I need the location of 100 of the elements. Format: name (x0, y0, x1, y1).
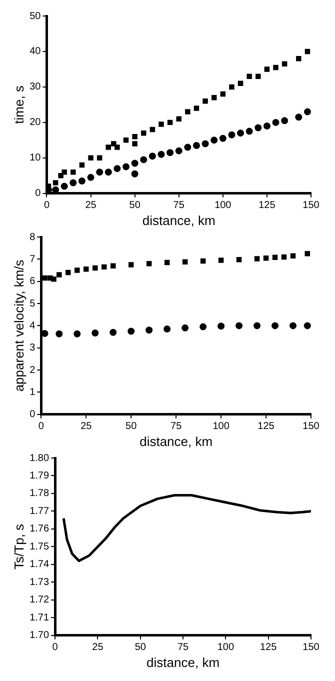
y-tick-label: 1.76 (30, 524, 50, 535)
point (110, 328, 117, 336)
point (56, 272, 62, 278)
point (236, 322, 243, 330)
point (146, 326, 153, 334)
point (128, 262, 134, 268)
point (202, 140, 209, 148)
x-tick-label: 75 (173, 200, 185, 212)
point (254, 256, 260, 262)
x-tick-label: 100 (212, 421, 230, 432)
point (238, 80, 244, 86)
point (111, 141, 116, 146)
y-tick-label: 30 (30, 82, 42, 93)
point (295, 114, 302, 121)
x-tick-label: 75 (177, 642, 190, 654)
point (304, 322, 311, 330)
point (264, 66, 270, 72)
y-tick-label: 50 (30, 10, 42, 22)
y-tick-label: 4 (30, 320, 36, 332)
y-tick-label: 1.72 (30, 594, 50, 606)
point (132, 141, 138, 146)
point (263, 255, 269, 261)
x-tick-label: 150 (302, 642, 320, 654)
x-tick-label: 125 (260, 642, 278, 654)
point (166, 149, 174, 156)
y-tick-label: 40 (30, 46, 42, 58)
x-axis-title: distance, km (146, 654, 220, 670)
point (78, 177, 86, 184)
point (218, 322, 225, 330)
point (273, 64, 278, 70)
point (66, 270, 71, 276)
x-tick-label: 0 (52, 642, 58, 654)
point (74, 330, 81, 338)
point (122, 163, 130, 170)
x-axis-title: distance, km (140, 434, 213, 449)
point (88, 155, 94, 161)
y-tick-label: 1.74 (30, 559, 50, 570)
point (185, 109, 190, 114)
x-tick-label: 50 (129, 200, 141, 212)
y-tick-label: 5 (30, 298, 36, 310)
point (202, 98, 208, 104)
y-tick-label: 6 (30, 276, 36, 288)
point (254, 322, 261, 330)
y-axis-title: time, s (11, 85, 26, 124)
point (132, 134, 138, 140)
point (229, 84, 234, 90)
point (42, 275, 48, 281)
point (175, 147, 182, 154)
y-tick-label: 1.71 (30, 612, 50, 624)
point (141, 130, 146, 136)
point (182, 324, 189, 332)
point (52, 180, 58, 186)
point (237, 130, 244, 137)
point (131, 160, 138, 167)
y-tick-label: 1.77 (30, 506, 50, 517)
point (104, 168, 112, 176)
point (182, 259, 188, 264)
point (304, 108, 311, 116)
point (194, 106, 200, 111)
point (220, 91, 226, 97)
point (114, 144, 120, 150)
point (218, 258, 224, 263)
point (296, 56, 302, 62)
y-tick-label: 10 (30, 152, 42, 164)
point (131, 170, 138, 178)
point (106, 144, 112, 150)
point (254, 124, 262, 132)
y-tick-label: 7 (30, 254, 36, 265)
y-tick-label: 3 (30, 342, 36, 354)
y-axis-title: Ts/Tp, s (11, 523, 26, 570)
point (263, 122, 270, 130)
point (164, 260, 170, 266)
x-tick-label: 125 (258, 421, 275, 432)
point (167, 120, 173, 126)
point (110, 263, 116, 268)
y-tick-label: 0 (35, 188, 42, 200)
point (84, 266, 89, 272)
point (92, 330, 99, 337)
point (272, 254, 278, 260)
point (304, 251, 310, 256)
point (96, 155, 102, 161)
point (211, 94, 217, 100)
x-tick-label: 125 (258, 200, 276, 212)
point (192, 142, 200, 149)
point (140, 156, 148, 164)
point (184, 144, 192, 151)
point (58, 173, 64, 178)
point (290, 322, 297, 330)
point (56, 330, 63, 338)
point (272, 118, 280, 126)
y-tick-label: 1.73 (30, 576, 50, 588)
point (200, 323, 207, 330)
point (282, 61, 288, 67)
point (272, 322, 279, 330)
point (92, 265, 98, 271)
y-tick-label: 8 (30, 232, 36, 243)
point (210, 136, 218, 144)
point (158, 122, 164, 127)
point (228, 131, 236, 138)
x-tick-label: 150 (302, 200, 320, 212)
